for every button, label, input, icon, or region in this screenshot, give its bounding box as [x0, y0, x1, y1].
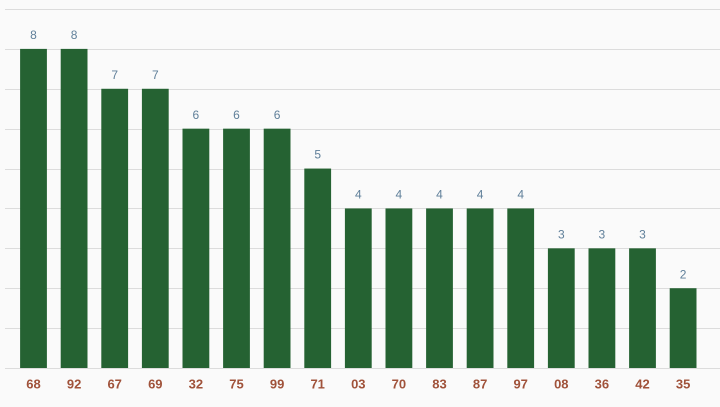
value-label: 6	[233, 108, 240, 122]
x-tick-label: 97	[513, 376, 527, 391]
x-tick-label: 83	[432, 376, 446, 391]
bar	[669, 288, 697, 368]
value-label: 4	[477, 188, 484, 202]
value-label: 5	[314, 148, 321, 162]
bar	[629, 248, 656, 368]
x-tick-label: 42	[635, 376, 649, 391]
x-tick-label: 99	[270, 376, 284, 391]
bar	[182, 128, 210, 368]
bar	[344, 208, 372, 368]
x-tick-label: 75	[229, 376, 243, 391]
bar	[223, 128, 250, 368]
bar	[141, 88, 169, 369]
x-tick-label: 87	[473, 376, 487, 391]
x-tick-label: 70	[392, 376, 406, 391]
bar	[60, 48, 88, 369]
value-label: 6	[274, 108, 281, 122]
value-label: 3	[558, 228, 565, 242]
value-label: 4	[517, 188, 524, 202]
bar	[426, 208, 453, 368]
bar	[263, 128, 291, 368]
bar	[588, 248, 616, 368]
x-tick-label: 03	[351, 376, 365, 391]
value-label: 6	[193, 108, 200, 122]
bar	[466, 208, 494, 368]
value-label: 4	[436, 188, 443, 202]
x-tick-label: 71	[310, 376, 324, 391]
bar	[507, 208, 535, 368]
x-tick-label: 36	[595, 376, 609, 391]
x-tick-label: 92	[67, 376, 81, 391]
x-tick-label: 35	[676, 376, 690, 391]
x-tick-label: 67	[107, 376, 121, 391]
value-label: 3	[639, 228, 646, 242]
bar	[20, 48, 47, 369]
x-tick-label: 08	[554, 376, 568, 391]
value-label: 4	[396, 188, 403, 202]
value-label: 3	[599, 228, 606, 242]
x-tick-label: 32	[189, 376, 203, 391]
value-label: 2	[680, 267, 687, 281]
value-label: 7	[152, 68, 159, 82]
value-label: 8	[71, 28, 78, 42]
bar	[385, 208, 413, 368]
bar	[304, 168, 332, 368]
bar	[101, 88, 129, 369]
x-tick-label: 68	[26, 376, 40, 391]
x-tick-label: 69	[148, 376, 162, 391]
value-label: 8	[30, 28, 37, 42]
value-label: 4	[355, 188, 362, 202]
value-label: 7	[111, 68, 118, 82]
bar	[547, 248, 575, 368]
